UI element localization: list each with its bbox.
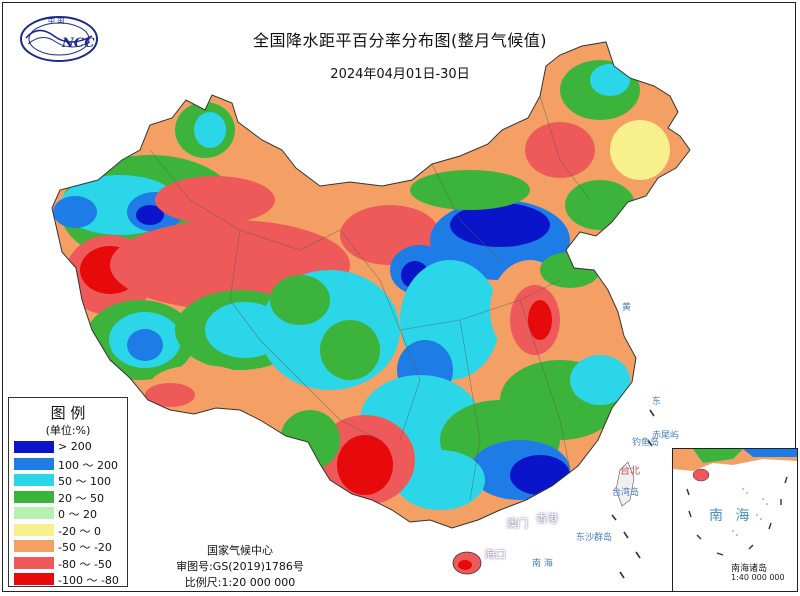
legend-label: -80 ～ -50 [58, 557, 112, 571]
legend-swatch [14, 540, 54, 552]
label-dongsha: 东沙群岛 [576, 533, 613, 543]
legend-unit: (单位:%) [45, 424, 91, 437]
map-title: 全国降水距平百分率分布图(整月气候值) [253, 31, 547, 50]
label-macau: 澳门 [506, 517, 528, 530]
label-chiwei: 赤尾屿 [652, 431, 680, 441]
legend-swatch [14, 523, 54, 536]
label-diaoyu: 钓鱼岛 [632, 438, 660, 448]
legend-title: 图 例 [50, 404, 86, 422]
legend-swatch [14, 457, 54, 470]
date-range: 2024年04月01日-30日 [330, 67, 470, 82]
inset-sea-name: 南 海 [709, 508, 754, 524]
label-hongkong: 香港 [536, 512, 558, 525]
label-taiwan: 台湾岛 [612, 488, 640, 498]
country-outline [51, 41, 691, 529]
legend-swatch [14, 556, 54, 569]
legend-item: -20 ～ 0 [14, 523, 126, 538]
legend-label: -50 ～ -20 [58, 541, 112, 554]
maritime-boundary [611, 409, 655, 579]
inset-islands-label: 南海诸岛 [731, 564, 768, 574]
legend-item: -80 ～ -50 [14, 556, 126, 571]
credit-scale: 比例尺:1:20 000 000 [184, 576, 296, 589]
legend-label: 20 ～ 50 [58, 491, 104, 505]
legend-label: 50 ～ 100 [58, 475, 111, 488]
legend-item: > 200 [14, 440, 126, 454]
inset-scale: 1:40 000 000 [731, 573, 785, 582]
legend-swatch [14, 474, 54, 486]
legend: 图 例 (单位:%) > 200 100 ～ 200 50 ～ 100 20 ～ 50… [8, 397, 128, 587]
legend-swatch [14, 507, 54, 519]
label-east-sea: 东 [652, 397, 662, 407]
credit-map-number: 审图号:GS(2019)1786号 [176, 560, 304, 573]
legend-item: -50 ～ -20 [14, 539, 126, 554]
legend-swatch [14, 573, 54, 585]
legend-label: -100 ～ -80 [58, 574, 119, 587]
hainan-core [458, 560, 472, 570]
label-yellow-sea: 黄 [622, 303, 632, 313]
label-haikou: 海口 [484, 548, 506, 561]
ncc-logo: NCC 中 国 [20, 16, 98, 62]
legend-label: > 200 [58, 440, 92, 453]
label-south-sea: 南 海 [532, 559, 553, 569]
legend-label: -20 ～ 0 [58, 524, 101, 538]
svg-text:NCC: NCC [61, 36, 95, 51]
legend-item: 100 ～ 200 [14, 457, 126, 472]
legend-item: 0 ～ 20 [14, 506, 126, 521]
label-taibei: 台北 [620, 466, 640, 477]
inset-map [673, 449, 797, 556]
legend-item: 20 ～ 50 [14, 490, 126, 505]
anomaly-regions [53, 60, 670, 510]
legend-item: 50 ～ 100 [14, 473, 126, 488]
legend-label: 0 ～ 20 [58, 508, 97, 521]
taiwan-island [615, 461, 635, 507]
province-boundaries [149, 95, 591, 501]
svg-text:中 国: 中 国 [48, 16, 64, 25]
legend-swatch [14, 441, 54, 453]
legend-label: 100 ～ 200 [58, 458, 118, 472]
legend-swatch [14, 490, 54, 503]
credit-org: 国家气候中心 [207, 544, 273, 557]
legend-item: -100 ～ -80 [14, 572, 126, 587]
south-china-sea-inset: 南 海 南海诸岛 1:40 000 000 [672, 448, 798, 592]
